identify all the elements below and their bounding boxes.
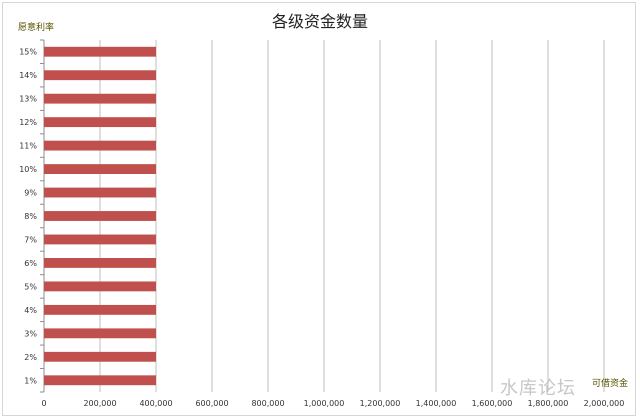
bar [44, 328, 156, 339]
y-tick-label: 3% [24, 329, 37, 338]
bar [44, 46, 156, 57]
y-tick-label: 7% [24, 235, 37, 244]
y-tick-label: 10% [19, 165, 37, 174]
bar [44, 70, 156, 81]
x-tick-label: 1,000,000 [304, 399, 345, 408]
bar [44, 234, 156, 245]
bar [44, 281, 156, 292]
y-tick-label: 2% [24, 353, 37, 362]
y-tick-label: 5% [24, 282, 37, 291]
chart-title: 各级资金数量 [271, 12, 368, 31]
bar [44, 304, 156, 315]
bar [44, 93, 156, 104]
y-tick-label: 12% [19, 118, 37, 127]
y-tick-label: 15% [19, 48, 37, 57]
y-tick-label: 4% [24, 306, 37, 315]
x-tick-label: 1,600,000 [472, 399, 513, 408]
bar [44, 351, 156, 362]
bar [44, 258, 156, 268]
y-tick-label: 9% [24, 189, 37, 198]
x-axis-label: 可借资金 [591, 379, 628, 389]
x-tick-label: 2,000,000 [584, 399, 625, 408]
x-tick-label: 400,000 [139, 399, 172, 408]
bar [44, 211, 156, 221]
x-tick-label: 200,000 [83, 399, 116, 408]
y-tick-label: 11% [19, 142, 37, 151]
y-tick-label: 13% [19, 95, 37, 104]
x-tick-label: 1,400,000 [416, 399, 457, 408]
y-tick-label: 6% [24, 259, 37, 268]
x-tick-label: 1,800,000 [528, 399, 569, 408]
bar [44, 375, 156, 386]
y-tick-label: 8% [24, 212, 37, 221]
x-tick-label: 800,000 [251, 399, 284, 408]
bar [44, 140, 156, 151]
y-tick-label: 14% [19, 71, 37, 80]
x-tick-label: 1,200,000 [360, 399, 401, 408]
x-tick-label: 600,000 [195, 399, 228, 408]
bar [44, 117, 156, 128]
y-tick-label: 1% [24, 376, 37, 385]
x-tick-label: 0 [41, 399, 46, 408]
bar [44, 164, 156, 174]
bar [44, 187, 156, 198]
y-axis-label: 愿意利率 [18, 23, 55, 33]
watermark: 水库论坛 [500, 378, 576, 399]
